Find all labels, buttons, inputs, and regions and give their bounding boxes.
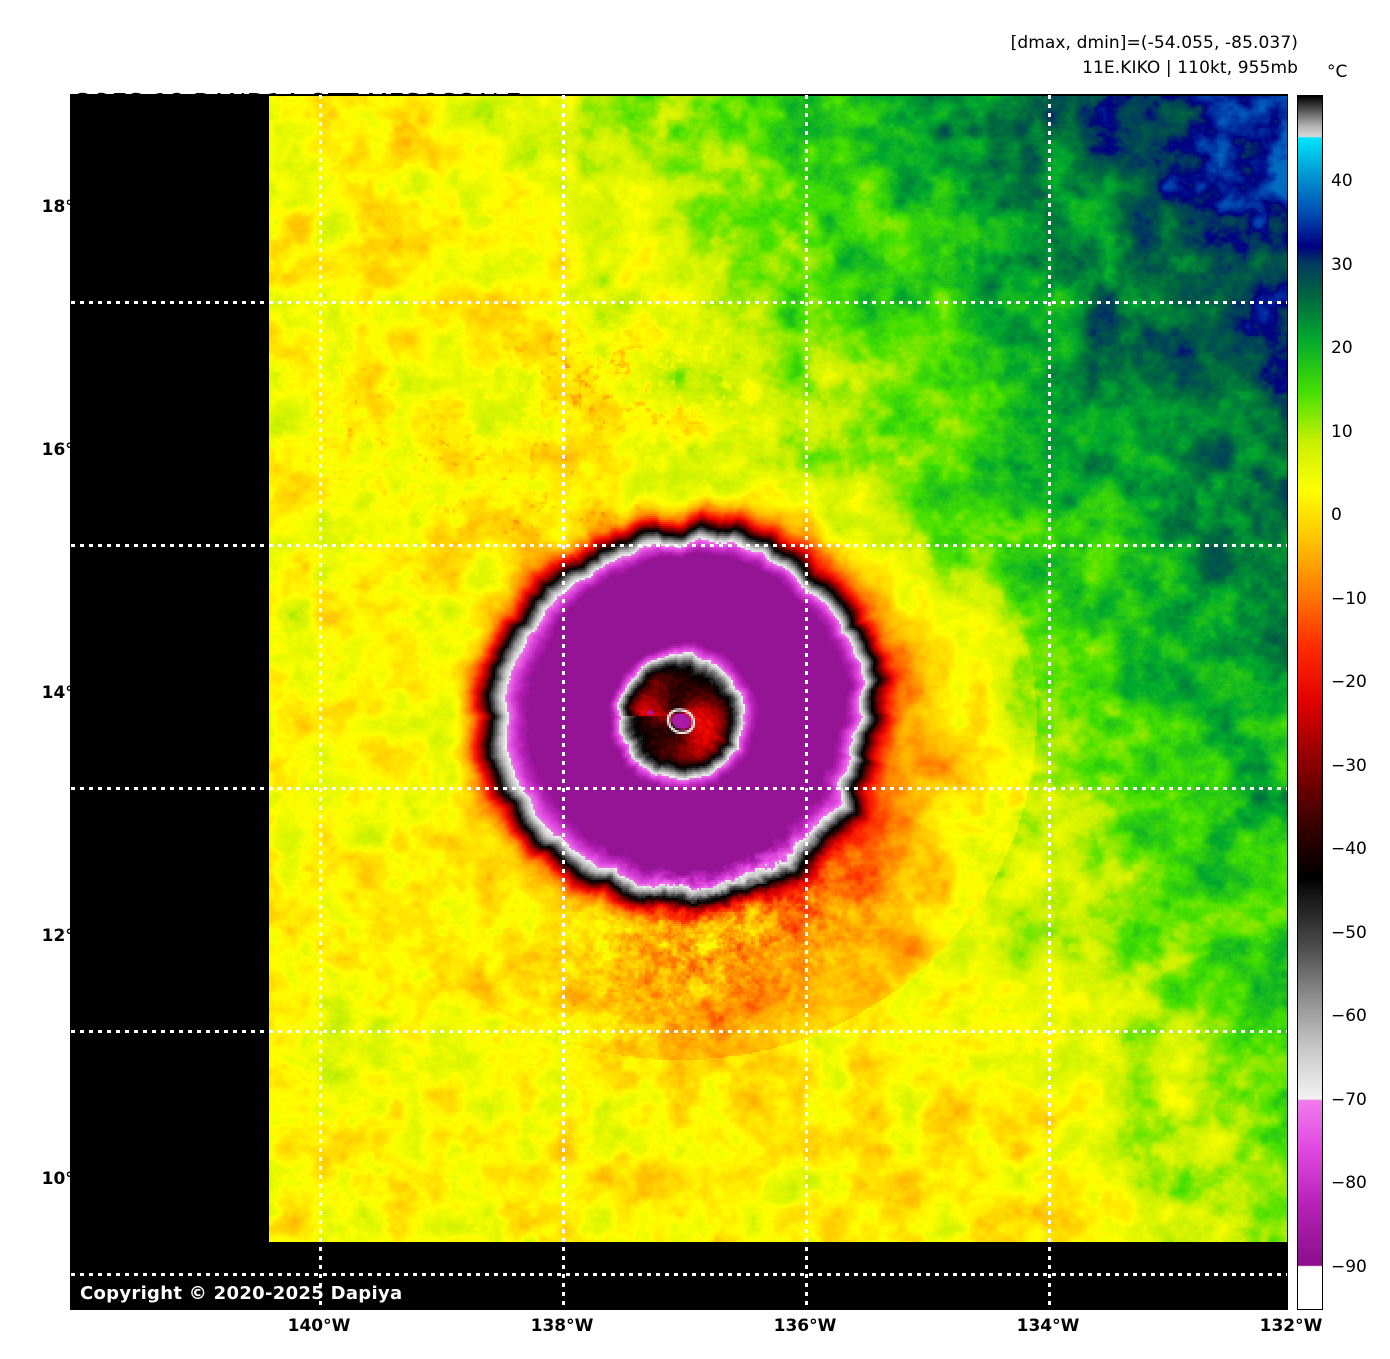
colorbar-tick-label: 20 (1331, 338, 1353, 358)
lat-tick-label: 16°N (41, 440, 88, 460)
lat-tick-label: 12°N (41, 926, 88, 946)
gridline-horizontal (71, 1273, 1287, 1276)
lon-tick-label: 140°W (287, 1316, 351, 1336)
colorbar-tick-label: −70 (1331, 1090, 1367, 1110)
colorbar-tick-label: −20 (1331, 672, 1367, 692)
satellite-image-plot (70, 94, 1288, 1310)
temperature-colorbar (1297, 95, 1323, 1310)
satellite-imagery-raster (269, 96, 1287, 1242)
lon-tick-label: 138°W (530, 1316, 594, 1336)
lat-tick-label: 10°N (41, 1169, 88, 1189)
lon-tick-label: 132°W (1259, 1316, 1323, 1336)
colorbar-tick-label: 10 (1331, 422, 1353, 442)
lat-tick-label: 18°N (41, 197, 88, 217)
colorbar-tick-label: −80 (1331, 1173, 1367, 1193)
colorbar-gradient (1298, 96, 1322, 1309)
colorbar-tick-label: −30 (1331, 756, 1367, 776)
metadata-block: [dmax, dmin]=(-54.055, -85.037) 11E.KIKO… (1011, 31, 1298, 81)
storm-intensity-readout: 11E.KIKO | 110kt, 955mb (1082, 58, 1298, 78)
colorbar-tick-label: −60 (1331, 1006, 1367, 1026)
copyright-notice: Copyright © 2020-2025 Dapiya (80, 1283, 403, 1304)
colorbar-tick-label: −90 (1331, 1257, 1367, 1277)
colorbar-tick-label: 40 (1331, 171, 1353, 191)
colorbar-tick-label: −50 (1331, 923, 1367, 943)
colorbar-tick-label: −40 (1331, 839, 1367, 859)
lon-tick-label: 134°W (1016, 1316, 1080, 1336)
colorbar-tick-label: 30 (1331, 255, 1353, 275)
plot-inner (71, 95, 1287, 1309)
lon-tick-label: 136°W (773, 1316, 837, 1336)
lat-tick-label: 14°N (41, 683, 88, 703)
colorbar-tick-label: 0 (1331, 505, 1342, 525)
colorbar-tick-label: −10 (1331, 589, 1367, 609)
dmax-dmin-readout: [dmax, dmin]=(-54.055, -85.037) (1010, 33, 1298, 53)
colorbar-unit-label: °C (1327, 62, 1348, 82)
